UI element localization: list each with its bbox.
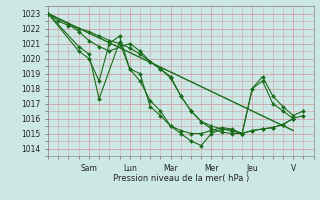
X-axis label: Pression niveau de la mer( hPa ): Pression niveau de la mer( hPa ) <box>113 174 249 183</box>
